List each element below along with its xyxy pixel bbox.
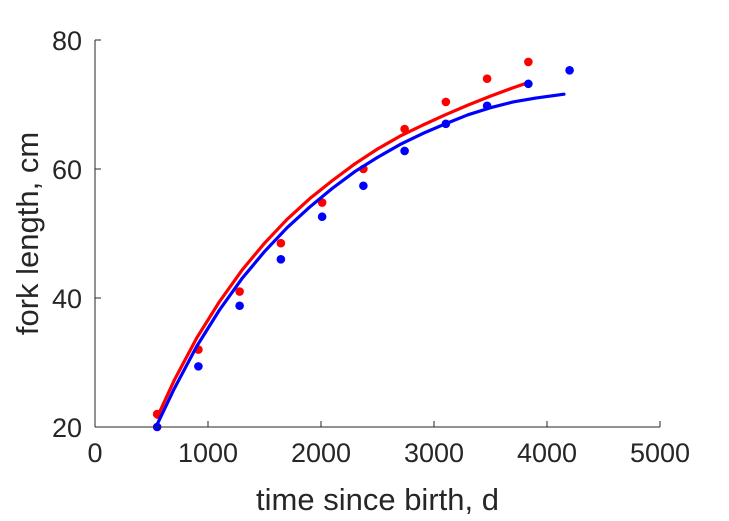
x-tick-label: 2000 — [291, 438, 351, 468]
y-axis-title: fork length, cm — [10, 132, 45, 335]
axes: 0 1000 2000 3000 4000 5000 20 40 60 80 — [52, 26, 690, 468]
data-point — [524, 57, 533, 67]
data-point — [317, 212, 327, 222]
data-point — [400, 146, 409, 156]
data-point — [482, 101, 492, 111]
plot-area — [152, 57, 574, 432]
data-point — [441, 119, 451, 129]
x-tick-label: 3000 — [404, 438, 464, 468]
y-tick-label: 80 — [52, 26, 82, 56]
y-tick-label: 40 — [52, 284, 82, 314]
x-ticks: 0 1000 2000 3000 4000 5000 — [87, 421, 690, 468]
data-point — [565, 66, 574, 75]
x-tick-label: 1000 — [178, 438, 238, 468]
y-tick-label: 20 — [52, 413, 82, 443]
data-point — [482, 74, 492, 83]
y-ticks: 20 40 60 80 — [52, 26, 101, 443]
fit-curve — [155, 80, 530, 419]
x-axis-title: time since birth, d — [256, 482, 499, 517]
y-tick-label: 60 — [52, 155, 82, 185]
data-point — [359, 181, 368, 191]
series-0 — [152, 57, 533, 419]
data-point — [276, 238, 286, 248]
series-1 — [152, 66, 574, 432]
data-point — [235, 301, 244, 311]
x-tick-label: 0 — [87, 438, 102, 468]
fit-curve — [155, 92, 566, 427]
data-point — [235, 287, 244, 296]
x-tick-label: 4000 — [517, 438, 577, 468]
data-point — [400, 124, 409, 134]
data-point — [194, 362, 203, 371]
data-point — [276, 254, 286, 264]
x-tick-label: 5000 — [630, 438, 690, 468]
data-point — [524, 79, 533, 89]
data-point — [441, 97, 451, 107]
